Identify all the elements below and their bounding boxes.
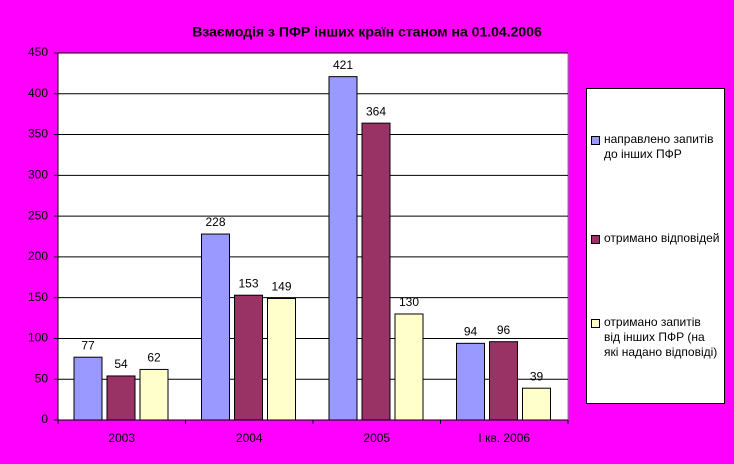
legend-swatch <box>591 319 600 329</box>
data-label: 153 <box>238 276 258 290</box>
y-tick-label: 400 <box>28 86 48 100</box>
data-label: 54 <box>114 357 128 371</box>
bar <box>489 341 518 421</box>
data-label: 364 <box>366 104 386 118</box>
legend: направлено запитів до інших ПФР отримано … <box>586 88 725 404</box>
legend-item: отримано відповідей <box>591 231 720 246</box>
y-tick-label: 50 <box>35 371 49 385</box>
bar <box>201 233 230 421</box>
chart-title: Взаємодія з ПФР інших країн станом на 01… <box>192 24 542 40</box>
legend-label: направлено запитів до інших ПФР <box>604 131 714 161</box>
legend-item: отримано запитів від інших ПФР (на які н… <box>591 315 720 360</box>
data-label: 39 <box>530 369 544 383</box>
y-tick-label: 350 <box>28 127 48 141</box>
legend-item: направлено запитів до інших ПФР <box>591 132 720 162</box>
y-tick-label: 450 <box>28 45 48 59</box>
data-label: 96 <box>497 323 511 337</box>
bar <box>139 368 169 421</box>
bar <box>106 375 136 421</box>
bar <box>394 313 424 421</box>
data-label: 94 <box>464 325 478 339</box>
legend-swatch <box>591 234 600 244</box>
y-tick-label: 200 <box>28 249 48 263</box>
y-tick-label: 150 <box>28 290 48 304</box>
bar <box>328 76 358 421</box>
y-tick-label: 250 <box>28 208 48 222</box>
bar <box>456 342 485 421</box>
data-label: 130 <box>399 295 419 309</box>
x-tick-label: 2003 <box>108 431 135 445</box>
data-label: 62 <box>147 351 161 365</box>
y-tick-label: 300 <box>28 168 48 182</box>
bar <box>234 294 263 421</box>
legend-label: отримано запитів від інших ПФР (на які н… <box>604 315 718 360</box>
x-tick-label: 2004 <box>236 431 263 445</box>
x-tick-label: 2005 <box>363 431 390 445</box>
bar <box>267 297 296 421</box>
data-label: 421 <box>333 58 353 72</box>
bar <box>73 356 103 421</box>
legend-swatch <box>591 135 600 145</box>
bar <box>361 122 391 421</box>
x-tick-label: І кв. 2006 <box>478 431 530 445</box>
legend-label: отримано відповідей <box>604 230 720 245</box>
data-label: 149 <box>271 280 291 294</box>
bar <box>522 387 551 421</box>
y-tick-label: 0 <box>41 412 48 426</box>
y-tick-label: 100 <box>28 331 48 345</box>
data-label: 77 <box>81 338 95 352</box>
data-label: 228 <box>205 215 225 229</box>
